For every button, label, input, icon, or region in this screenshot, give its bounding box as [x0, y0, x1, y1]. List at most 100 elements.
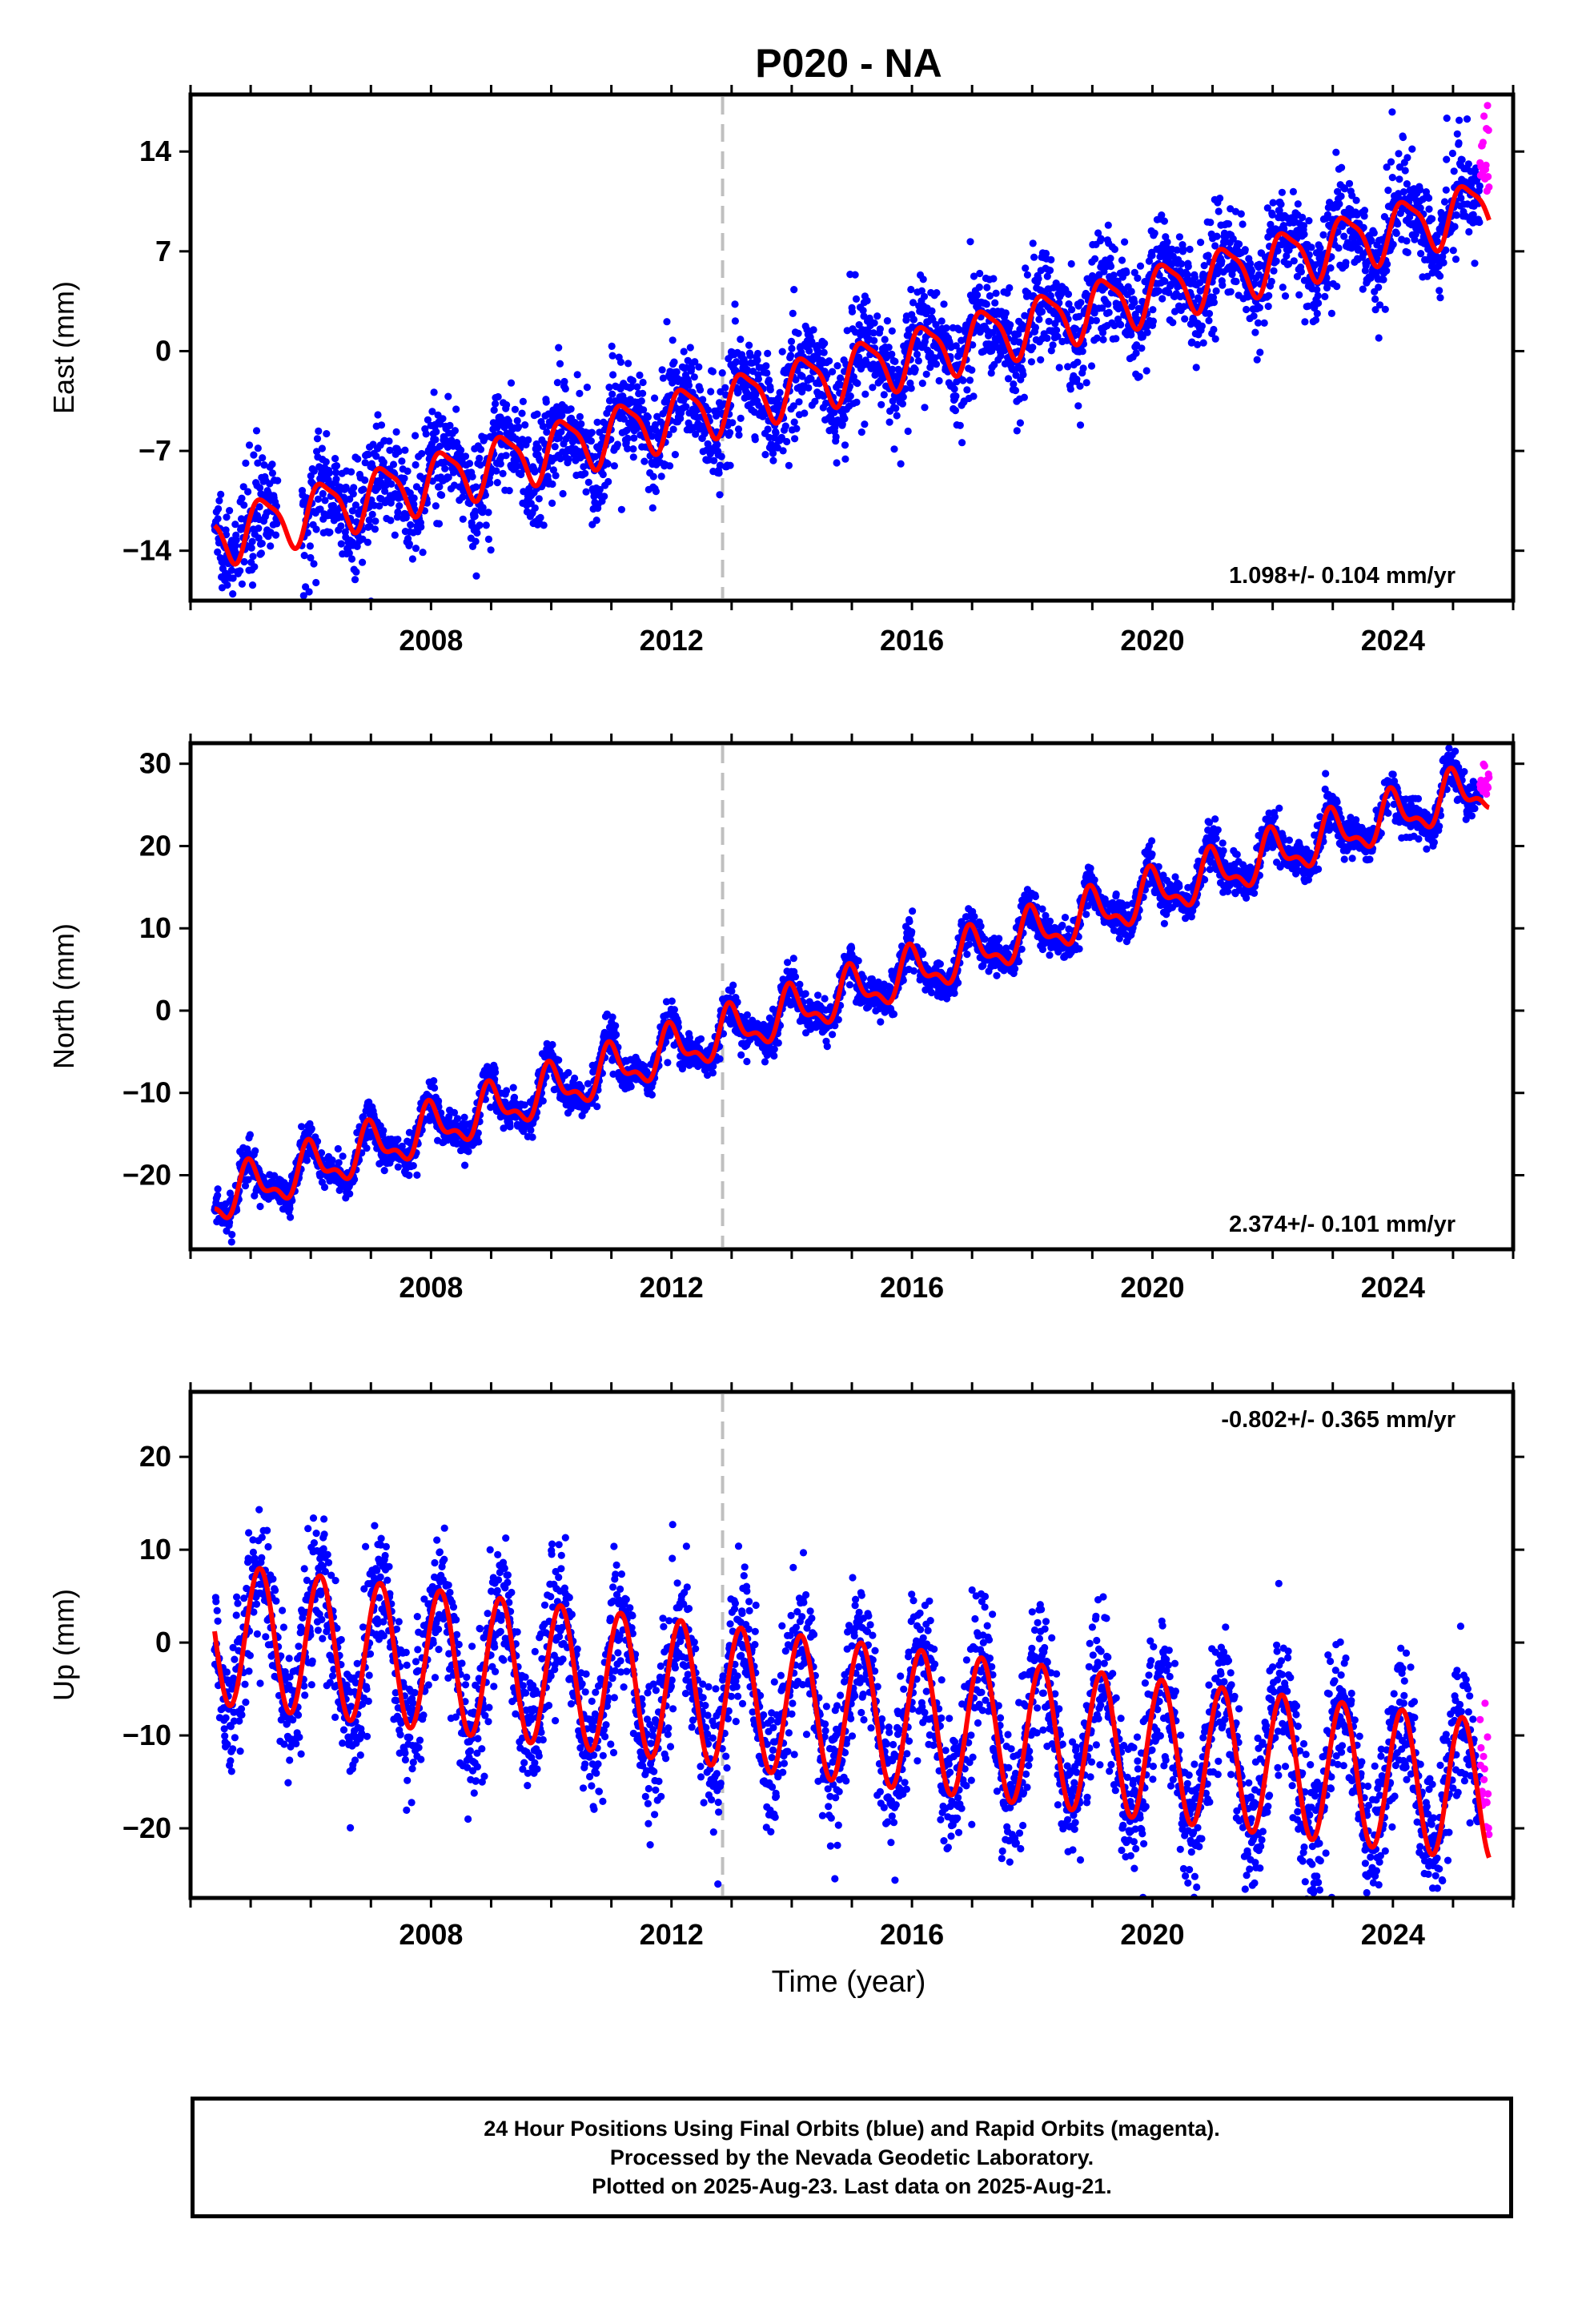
final-orbit-point: [551, 443, 559, 451]
final-orbit-point: [754, 375, 763, 383]
final-orbit-point: [841, 455, 849, 463]
final-orbit-point: [396, 502, 404, 510]
final-orbit-point: [300, 552, 308, 560]
final-orbit-point: [371, 525, 379, 533]
final-orbit-point: [1077, 299, 1085, 307]
final-orbit-point: [385, 437, 393, 445]
final-orbit-point: [892, 404, 900, 412]
final-orbit-point: [1316, 244, 1324, 252]
final-orbit-point: [1247, 267, 1255, 275]
final-orbit-point: [833, 459, 841, 467]
final-orbit-point: [1136, 262, 1145, 270]
final-orbit-point: [617, 505, 626, 513]
final-orbit-point: [394, 1136, 402, 1144]
final-orbit-point: [1256, 348, 1264, 356]
final-orbit-point: [374, 411, 382, 419]
final-orbit-point: [707, 388, 715, 396]
final-orbit-point: [432, 436, 440, 444]
final-orbit-point: [877, 400, 885, 408]
y-tick-label: 7: [155, 235, 171, 267]
final-orbit-point: [680, 348, 688, 356]
final-orbit-point: [452, 405, 460, 413]
final-orbit-point: [629, 453, 637, 461]
final-orbit-point: [1118, 256, 1126, 264]
final-orbit-point: [528, 1133, 536, 1141]
final-orbit-point: [476, 454, 484, 463]
final-orbit-point: [1046, 267, 1054, 275]
final-orbit-point: [1186, 245, 1194, 253]
final-orbit-point: [419, 549, 427, 557]
final-orbit-point: [731, 300, 739, 308]
final-orbit-point: [664, 1059, 672, 1067]
final-orbit-point: [1379, 275, 1387, 283]
final-orbit-point: [361, 476, 369, 485]
final-orbit-point: [682, 403, 690, 411]
x-tick-label: 2008: [399, 624, 463, 657]
final-orbit-point: [1020, 393, 1028, 401]
final-orbit-point: [608, 342, 616, 350]
final-orbit-point: [904, 427, 912, 436]
final-orbit-point: [974, 291, 982, 299]
final-orbit-point: [387, 480, 396, 489]
final-orbit-point: [1074, 402, 1082, 410]
final-orbit-point: [914, 357, 922, 365]
final-orbit-point: [555, 1056, 563, 1064]
final-orbit-point: [539, 1097, 547, 1105]
final-orbit-point: [1205, 310, 1214, 318]
final-orbit-point: [1235, 240, 1243, 248]
final-orbit-point: [805, 347, 813, 355]
final-orbit-point: [334, 1144, 342, 1153]
final-orbit-point: [1387, 158, 1395, 166]
final-orbit-point: [274, 476, 282, 485]
y-tick-label: 14: [139, 135, 171, 167]
final-orbit-point: [1158, 295, 1166, 303]
final-orbit-point: [669, 425, 677, 433]
final-orbit-point: [412, 545, 420, 553]
final-orbit-point: [669, 336, 677, 344]
final-orbit-point: [778, 348, 786, 356]
final-orbit-point: [1078, 348, 1086, 356]
final-orbit-point: [268, 469, 276, 477]
final-orbit-point: [1272, 257, 1280, 265]
final-orbit-point: [1031, 324, 1039, 332]
final-orbit-point: [243, 603, 250, 610]
final-orbit-point: [846, 392, 854, 400]
final-orbit-point: [769, 456, 777, 464]
final-orbit-point: [970, 392, 978, 400]
final-orbit-point: [359, 558, 367, 566]
final-orbit-point: [502, 452, 510, 460]
final-orbit-point: [461, 452, 470, 460]
final-orbit-point: [883, 317, 891, 325]
final-orbit-point: [876, 325, 884, 333]
final-orbit-point: [418, 449, 426, 458]
final-orbit-point: [1047, 255, 1055, 263]
final-orbit-point: [1383, 260, 1391, 268]
final-orbit-point: [966, 376, 974, 384]
final-orbit-point: [400, 474, 408, 482]
final-orbit-point: [1417, 250, 1425, 258]
final-orbit-point: [259, 454, 267, 462]
final-orbit-point: [567, 405, 575, 413]
final-orbit-point: [1053, 326, 1061, 334]
final-orbit-point: [312, 525, 320, 533]
final-orbit-point: [1279, 283, 1287, 292]
final-orbit-point: [250, 451, 258, 459]
final-orbit-point: [486, 479, 494, 487]
final-orbit-point: [232, 536, 240, 545]
final-orbit-point: [1399, 133, 1407, 142]
final-orbit-point: [1395, 175, 1403, 183]
final-orbit-point: [628, 376, 637, 384]
final-orbit-point: [697, 386, 705, 394]
final-orbit-point: [779, 447, 787, 455]
final-orbit-point: [604, 460, 612, 468]
final-orbit-point: [1313, 309, 1321, 318]
final-orbit-point: [492, 1068, 500, 1076]
final-orbit-point: [1278, 188, 1286, 196]
final-orbit-point: [820, 348, 828, 356]
final-orbit-point: [1160, 217, 1168, 225]
final-orbit-point: [1255, 304, 1263, 312]
final-orbit-point: [1327, 264, 1335, 272]
final-orbit-point: [691, 358, 699, 366]
final-orbit-point: [659, 374, 668, 382]
